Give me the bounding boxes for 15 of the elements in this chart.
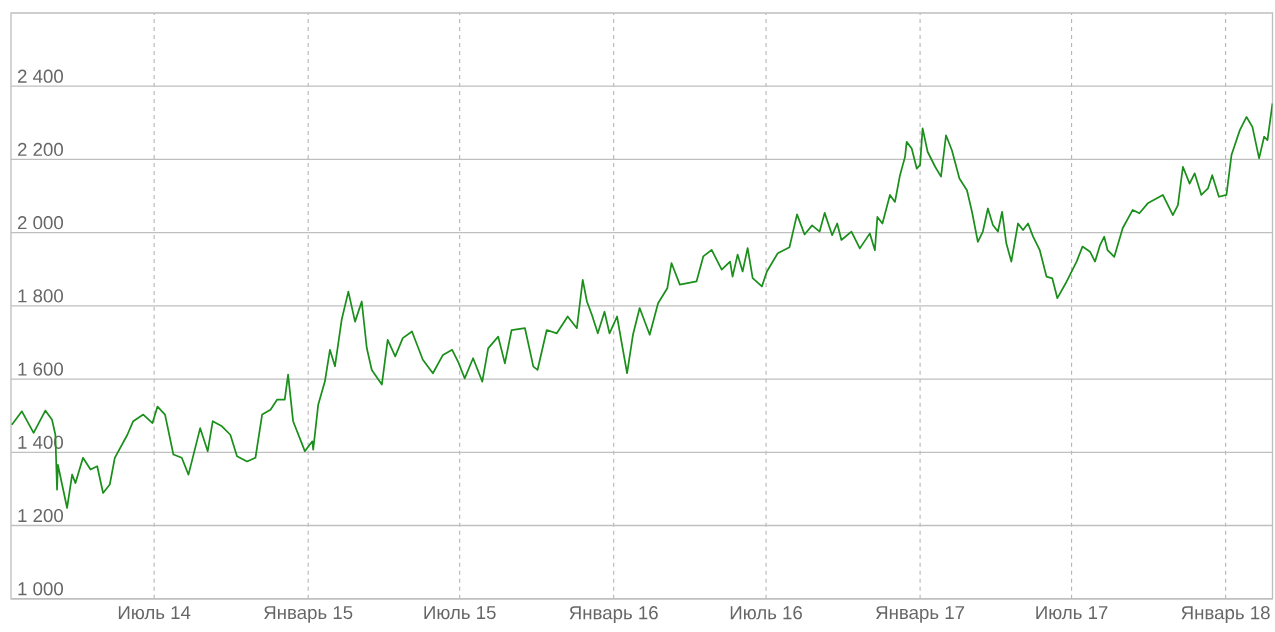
y-tick-label: 2 000 — [17, 216, 63, 230]
y-tick-label: 1 600 — [18, 362, 63, 376]
y-tick-label: 1 800 — [18, 289, 63, 303]
x-tick-label: Июль 17 — [1036, 606, 1108, 620]
x-tick-label: Январь 17 — [876, 606, 965, 623]
x-tick-label: Июль 14 — [118, 606, 191, 620]
y-tick-label: 1 200 — [18, 509, 63, 523]
x-tick-label: Январь 15 — [264, 606, 353, 623]
x-tick-label: Январь 16 — [569, 606, 658, 624]
y-tick-label: 2 200 — [17, 142, 63, 157]
y-tick-label: 1 000 — [18, 582, 63, 596]
x-tick-label: Июль 16 — [730, 606, 802, 620]
y-tick-label: 2 400 — [17, 69, 63, 83]
x-tick-label: Январь 18 — [1181, 606, 1270, 624]
x-tick-label: Июль 15 — [424, 606, 496, 620]
